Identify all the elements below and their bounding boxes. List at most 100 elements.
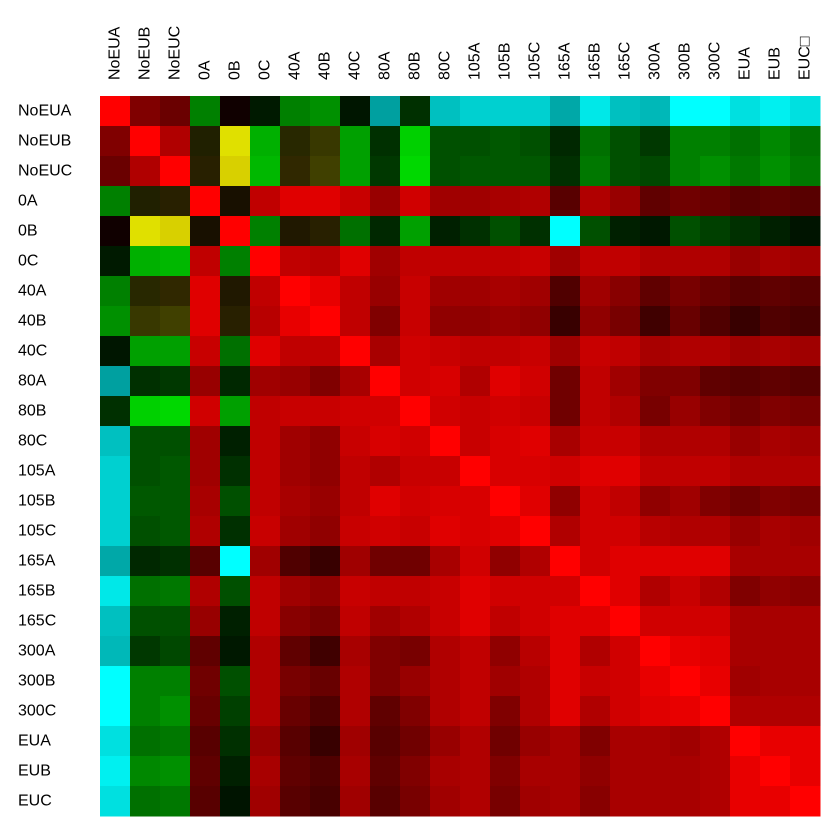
heatmap-cell-165B-105B (490, 576, 521, 607)
heatmap-cell-165A-40A (280, 546, 311, 577)
heatmap-cell-80B-300B (670, 396, 701, 427)
heatmap-cell-NoEUC-105B (490, 156, 521, 187)
heatmap-cell-0C-300B (670, 246, 701, 277)
heatmap-cell-165B-80B (400, 576, 431, 607)
heatmap-cell-0B-300C (700, 216, 731, 247)
heatmap-cell-0C-EUA (730, 246, 761, 277)
heatmap-cell-80A-EUB (760, 366, 791, 397)
heatmap-cell-80C-0A (190, 426, 221, 457)
heatmap-cell-300C-NoEUC (160, 696, 191, 727)
row-label: 165B (18, 583, 55, 600)
heatmap-cell-300C-0B (220, 696, 251, 727)
heatmap-cell-105A-40C (340, 456, 371, 487)
heatmap-cell-EUC-80A (370, 786, 401, 817)
heatmap-cell-0C-40C (340, 246, 371, 277)
heatmap-cell-80A-80B (400, 366, 431, 397)
heatmap-cell-165A-105A (460, 546, 491, 577)
heatmap-cell-0B-40B (310, 216, 341, 247)
heatmap-cell-165B-EUB (760, 576, 791, 607)
heatmap-cell-NoEUB-40B (310, 126, 341, 157)
heatmap-cell-EUA-40C (340, 726, 371, 757)
heatmap-cell-40A-80C (430, 276, 461, 307)
heatmap-cell-300B-40A (280, 666, 311, 697)
heatmap-cell-0A-NoEUB (130, 186, 161, 217)
heatmap-cell-EUB-40B (310, 756, 341, 787)
heatmap-cell-80A-EUA (730, 366, 761, 397)
row-label: 300B (18, 673, 55, 690)
heatmap-cell-105A-80B (400, 456, 431, 487)
heatmap-cell-105C-NoEUB (130, 516, 161, 547)
heatmap-cell-165A-0B (220, 546, 251, 577)
heatmap-cell-EUA-105C (520, 726, 551, 757)
heatmap-cell-0C-300C (700, 246, 731, 277)
heatmap-cell-300C-0A (190, 696, 221, 727)
heatmap-cell-EUC-0A (190, 786, 221, 817)
heatmap-cell-80C-EUB (760, 426, 791, 457)
heatmap-cell-300B-EUC (790, 666, 821, 697)
row-labels: NoEUA NoEUB NoEUC 0A 0B 0C 40A 40B 40C 80A 80B 80C 1… (18, 103, 72, 810)
heatmap-cell-0C-0A (190, 246, 221, 277)
heatmap-cell-EUC-NoEUC (160, 786, 191, 817)
heatmap-cell-165C-0B (220, 606, 251, 637)
heatmap-cell-105A-300A (640, 456, 671, 487)
heatmap-cell-300B-0A (190, 666, 221, 697)
heatmap-cell-EUC-40C (340, 786, 371, 817)
heatmap-cell-105C-EUC (790, 516, 821, 547)
heatmap-cell-EUA-80A (370, 726, 401, 757)
heatmap-cell-EUB-105B (490, 756, 521, 787)
heatmap-cell-NoEUB-40A (280, 126, 311, 157)
heatmap-cell-300C-165C (610, 696, 641, 727)
heatmap-cell-300C-0C (250, 696, 281, 727)
heatmap-cell-165B-NoEUB (130, 576, 161, 607)
heatmap-cell-EUB-0A (190, 756, 221, 787)
heatmap-cell-40C-0C (250, 336, 281, 367)
heatmap-cell-105B-NoEUA (100, 486, 131, 517)
heatmap-cell-40C-40B (310, 336, 341, 367)
column-label: NoEUA (107, 26, 124, 80)
heatmap-cell-NoEUB-300C (700, 126, 731, 157)
row-label: EUC (18, 793, 52, 810)
heatmap-cell-0B-EUB (760, 216, 791, 247)
heatmap-cell-EUA-105A (460, 726, 491, 757)
column-label: 40B (317, 52, 334, 80)
heatmap-cell-EUB-300A (640, 756, 671, 787)
heatmap-cell-165C-165B (580, 606, 611, 637)
heatmap-cell-40A-EUA (730, 276, 761, 307)
heatmap-cell-40C-0A (190, 336, 221, 367)
heatmap-cell-0C-105C (520, 246, 551, 277)
heatmap-cell-165B-0B (220, 576, 251, 607)
heatmap-cell-40B-0A (190, 306, 221, 337)
heatmap-cell-80B-0C (250, 396, 281, 427)
heatmap-cell-105A-EUB (760, 456, 791, 487)
heatmap-cell-NoEUA-0A (190, 96, 221, 127)
heatmap-cell-NoEUC-300C (700, 156, 731, 187)
heatmap-cell-165C-40B (310, 606, 341, 637)
heatmap-cell-0B-80C (430, 216, 461, 247)
heatmap-cell-105C-NoEUC (160, 516, 191, 547)
heatmap-cell-40B-165B (580, 306, 611, 337)
heatmap-cell-EUA-80B (400, 726, 431, 757)
heatmap-cell-EUC-40A (280, 786, 311, 817)
heatmap-cell-300A-165A (550, 636, 581, 667)
heatmap-cell-105A-165B (580, 456, 611, 487)
heatmap-cell-40C-NoEUA (100, 336, 131, 367)
heatmap-cell-40A-EUB (760, 276, 791, 307)
heatmap-cell-NoEUC-80A (370, 156, 401, 187)
heatmap-cell-NoEUC-NoEUA (100, 156, 131, 187)
heatmap-cell-80B-40A (280, 396, 311, 427)
heatmap-cell-40B-300C (700, 306, 731, 337)
heatmap-cell-EUA-300B (670, 726, 701, 757)
heatmap-cell-40A-165A (550, 276, 581, 307)
heatmap-cell-NoEUB-0A (190, 126, 221, 157)
heatmap-cell-80B-EUB (760, 396, 791, 427)
heatmap-cell-300B-80C (430, 666, 461, 697)
heatmap-cell-NoEUC-165C (610, 156, 641, 187)
heatmap-cell-40B-NoEUC (160, 306, 191, 337)
heatmap-cell-40C-165B (580, 336, 611, 367)
heatmap-cell-40B-EUC (790, 306, 821, 337)
heatmap-cell-0A-0C (250, 186, 281, 217)
heatmap-cell-NoEUC-80B (400, 156, 431, 187)
heatmap-cell-105C-105B (490, 516, 521, 547)
heatmap-cell-EUB-0B (220, 756, 251, 787)
heatmap-cell-300B-300B (670, 666, 701, 697)
